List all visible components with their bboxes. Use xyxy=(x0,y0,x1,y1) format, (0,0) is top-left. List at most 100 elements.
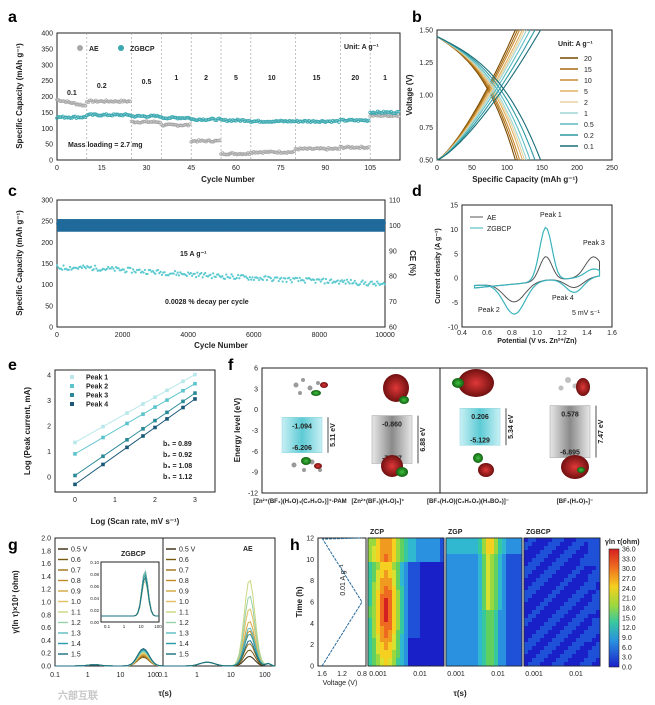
heatmap-cell xyxy=(498,542,503,547)
heatmap-cell xyxy=(564,662,569,667)
capacity-point xyxy=(330,278,333,281)
heatmap-cell xyxy=(502,662,507,667)
panel-c-y-label: Specific Capacity (mAh g⁻¹) xyxy=(15,210,24,316)
heatmap-cell xyxy=(486,542,491,547)
heatmap-cell xyxy=(384,650,389,655)
ce-point xyxy=(113,228,116,231)
data-point xyxy=(193,397,197,401)
heatmap-cell xyxy=(466,654,471,659)
heatmap-cell xyxy=(450,614,455,619)
charge-curve xyxy=(436,29,519,161)
x-tick-label: 0.1 xyxy=(50,672,60,679)
heatmap-cell xyxy=(368,566,373,571)
heatmap-cell xyxy=(596,658,601,663)
heatmap-cell xyxy=(470,546,475,551)
heatmap-cell xyxy=(584,562,589,567)
heatmap-cell xyxy=(592,638,597,643)
heatmap-cell xyxy=(424,598,429,603)
heatmap-cell xyxy=(588,622,593,627)
ce-point xyxy=(369,225,372,228)
x-tick-label: 8000 xyxy=(312,332,328,339)
x-tick-label: 100 xyxy=(147,672,159,679)
heatmap-cell xyxy=(474,626,479,631)
heatmap-cell xyxy=(376,570,381,575)
capacity-point xyxy=(297,279,300,283)
heatmap-cell xyxy=(474,590,479,595)
heatmap-cell xyxy=(544,562,549,567)
heatmap-cell xyxy=(368,638,373,643)
heatmap-cell xyxy=(420,634,425,639)
heatmap-cell xyxy=(592,610,597,615)
heatmap-cell xyxy=(376,586,381,591)
ce-point xyxy=(377,220,380,223)
heatmap-cell xyxy=(466,598,471,603)
heatmap-cell xyxy=(458,630,463,635)
heatmap-cell xyxy=(466,562,471,567)
inset-curve xyxy=(101,576,159,617)
heatmap-cell xyxy=(506,578,511,583)
heatmap-cell xyxy=(396,642,401,647)
heatmap-cell xyxy=(576,586,581,591)
heatmap-cell xyxy=(384,618,389,623)
heatmap-cell xyxy=(548,602,553,607)
heatmap-cell xyxy=(432,654,437,659)
heatmap-cell xyxy=(376,538,381,543)
heatmap-cell xyxy=(490,578,495,583)
y-tick-label: -6 xyxy=(252,449,258,456)
lumo-value: -1.094 xyxy=(292,423,312,430)
heatmap-cell xyxy=(506,538,511,543)
heatmap-cell xyxy=(404,582,409,587)
heatmap-cell xyxy=(486,614,491,619)
heatmap-cell xyxy=(502,610,507,615)
heatmap-cell xyxy=(518,554,523,559)
heatmap-cell xyxy=(482,602,487,607)
heatmap-cell xyxy=(540,638,545,643)
heatmap-cell xyxy=(532,570,537,575)
heatmap-cell xyxy=(466,550,471,555)
y-tick-label: 2 xyxy=(310,642,314,649)
legend-label: 1.3 xyxy=(71,631,81,638)
heatmap-cell xyxy=(532,546,537,551)
x-tick-label: 75 xyxy=(277,165,285,172)
x-tick-label: 0.001 xyxy=(525,671,543,678)
data-point-zgbcp xyxy=(167,116,171,120)
heatmap-cell xyxy=(454,650,459,655)
heatmap-cell xyxy=(548,570,553,575)
heatmap-cell xyxy=(536,562,541,567)
heatmap-cell xyxy=(466,570,471,575)
heatmap-cell xyxy=(396,646,401,651)
x-tick-label: 60 xyxy=(232,165,240,172)
heatmap-cell xyxy=(556,662,561,667)
heatmap-cell xyxy=(454,570,459,575)
heatmap-cell xyxy=(502,654,507,659)
heatmap-cell xyxy=(432,578,437,583)
heatmap-cell xyxy=(544,598,549,603)
heatmap-cell xyxy=(548,654,553,659)
heatmap-cell xyxy=(440,650,445,655)
ce-point xyxy=(149,220,152,223)
heatmap-cell xyxy=(506,598,511,603)
data-point xyxy=(141,427,145,431)
capacity-point xyxy=(201,276,204,279)
ce-point xyxy=(111,220,114,223)
heatmap-cell xyxy=(376,582,381,587)
heatmap-cell xyxy=(568,642,573,647)
heatmap-cell xyxy=(400,626,405,631)
heatmap-cell xyxy=(576,654,581,659)
heatmap-cell xyxy=(466,602,471,607)
heatmap-cell xyxy=(568,550,573,555)
heatmap-cell xyxy=(380,622,385,627)
heatmap-cell xyxy=(556,586,561,591)
heatmap-cell xyxy=(528,658,533,663)
heatmap-cell xyxy=(506,582,511,587)
heatmap-cell xyxy=(440,558,445,563)
heatmap-cell xyxy=(424,610,429,615)
heatmap-cell xyxy=(388,538,393,543)
heatmap-cell xyxy=(440,554,445,559)
inset-y-tick: 0.06 xyxy=(90,584,99,589)
gap-value: 7.47 eV xyxy=(598,419,605,443)
ce-point xyxy=(101,222,104,225)
heatmap-cell xyxy=(528,630,533,635)
heatmap-cell xyxy=(548,586,553,591)
heatmap-cell xyxy=(388,598,393,603)
